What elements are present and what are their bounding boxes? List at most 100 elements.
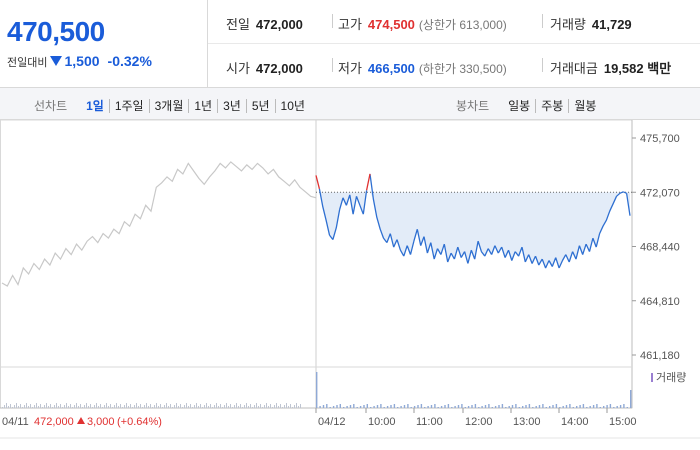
volume-bar: [582, 404, 585, 408]
volume-bar: [86, 403, 87, 408]
volume-bar: [559, 407, 561, 408]
tab-1w[interactable]: 1주일: [108, 99, 149, 113]
volume-bar: [298, 406, 299, 408]
volume-bar: [232, 407, 233, 408]
volume-bar: [467, 406, 470, 408]
volume-bar: [118, 406, 119, 408]
volume-bar: [555, 404, 558, 408]
high-label: 고가: [338, 17, 362, 32]
volume-bar: [36, 403, 37, 408]
volume-bar: [538, 405, 541, 408]
volume-bar: [228, 406, 229, 408]
tab-weekly[interactable]: 주봉: [535, 99, 569, 113]
tab-3y[interactable]: 3년: [217, 99, 246, 113]
volume-bar: [407, 404, 409, 408]
volume-bar: [491, 407, 493, 408]
prev-close-label: 전일: [226, 17, 250, 32]
volume-bar: [156, 403, 157, 408]
volume-bar: [494, 406, 497, 408]
volume-bar: [511, 405, 514, 408]
divider: [332, 58, 333, 72]
volume-bar: [212, 407, 213, 408]
volume-bar: [190, 404, 191, 408]
volume-bar: [515, 404, 517, 408]
divider: [542, 58, 543, 72]
quote-header: 470,500 전일대비 1,500 -0.32% 전일 472,000 고가 474,…: [0, 0, 700, 88]
open-label: 시가: [226, 61, 250, 76]
volume-bar: [393, 404, 396, 408]
volume-bar: [204, 405, 205, 408]
line-chart-tabs: 선차트 1일 1주일 3개월 1년 3년 5년 10년: [34, 97, 310, 114]
volume-bar: [290, 404, 291, 408]
volume-bar: [397, 407, 399, 408]
high-value: 474,500: [367, 17, 415, 32]
volume-bar: [430, 405, 433, 408]
y-tick-label: 472,070: [640, 187, 680, 199]
tab-daily[interactable]: 일봉: [508, 99, 531, 113]
volume-bar: [417, 405, 419, 408]
volume-bar: [110, 404, 111, 408]
tab-5y[interactable]: 5년: [245, 99, 275, 113]
volume-bar: [292, 407, 293, 408]
volume-bar: [214, 405, 215, 408]
volume-bar: [592, 405, 595, 408]
volume-bar: [94, 405, 95, 408]
volume-bar: [84, 405, 85, 408]
volume-bar: [447, 404, 450, 408]
volume-bar: [535, 406, 537, 408]
volume-bar: [346, 406, 348, 408]
volume-bar: [276, 403, 277, 408]
volume-bar: [329, 407, 331, 408]
volume-bar: [72, 407, 73, 408]
volume-bar: [192, 407, 193, 408]
volume-bar: [386, 406, 389, 408]
volume-bar: [56, 403, 57, 408]
volume-bar: [162, 407, 163, 408]
volume-bar: [132, 407, 133, 408]
volume-bar: [586, 407, 588, 408]
volume-bar: [230, 404, 231, 408]
volume-bar: [176, 403, 177, 408]
volume-bar: [164, 405, 165, 408]
volume-bar: [50, 404, 51, 408]
tab-3m[interactable]: 3개월: [148, 99, 189, 113]
volume-bar: [296, 403, 297, 408]
volume-bar: [80, 404, 81, 408]
tab-1y[interactable]: 1년: [188, 99, 218, 113]
x-tick-label: 13:00: [513, 416, 541, 428]
tab-monthly[interactable]: 월봉: [568, 99, 602, 113]
volume-bar: [210, 404, 211, 408]
volume-bar: [332, 406, 335, 408]
volume-bar: [420, 404, 423, 408]
volume-bar: [180, 404, 181, 408]
volume-bar: [488, 404, 490, 408]
volume-bar: [626, 407, 628, 408]
volume-bar: [356, 407, 358, 408]
volume-bar: [380, 404, 382, 408]
volume-bar: [373, 406, 375, 408]
x-tick-label: 12:00: [465, 416, 493, 428]
volume-bar: [444, 405, 446, 408]
volume-bar: [38, 406, 39, 408]
volume-bar: [623, 404, 625, 408]
volume-bar: [100, 404, 101, 408]
volume-bar: [124, 405, 125, 408]
volume-bar: [427, 406, 429, 408]
volume-bar: [48, 406, 49, 408]
volume-bar: [206, 403, 207, 408]
tab-1d[interactable]: 1일: [86, 99, 104, 113]
prev-day-change: 3,000: [87, 416, 115, 428]
volume-bar: [170, 404, 171, 408]
amount-label: 거래대금: [550, 61, 598, 76]
volume-bar: [322, 405, 325, 408]
volume-bar: [140, 404, 141, 408]
tab-10y[interactable]: 10년: [274, 99, 310, 113]
volume-bar: [474, 404, 477, 408]
divider: [542, 14, 543, 28]
volume-bar: [188, 406, 189, 408]
volume-bar: [266, 403, 267, 408]
volume-bar: [18, 406, 19, 408]
volume-bar: [60, 404, 61, 408]
volume-bar: [336, 405, 338, 408]
volume-bar: [106, 403, 107, 408]
